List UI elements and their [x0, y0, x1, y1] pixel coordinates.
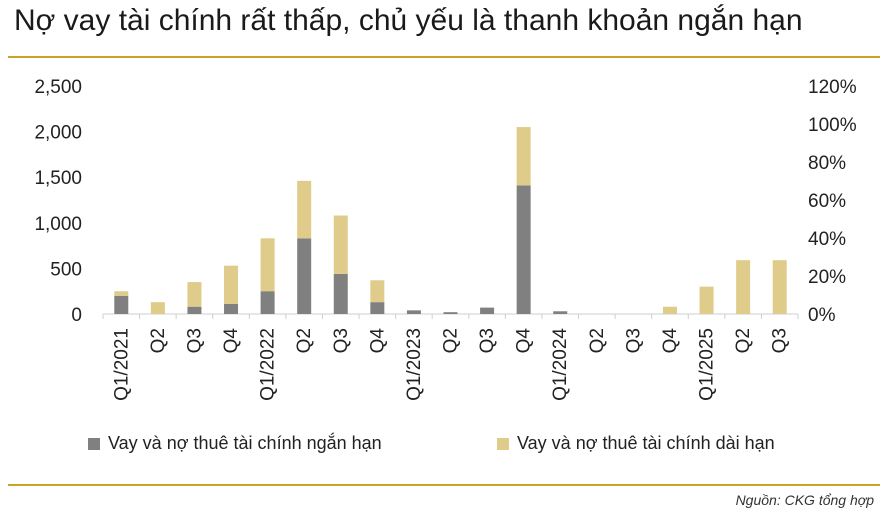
y-right-tick-label: 40%	[808, 229, 846, 250]
x-tick-label: Q3	[184, 328, 205, 353]
x-tick-label: Q2	[733, 328, 754, 353]
y-right-tick-label: 60%	[808, 191, 846, 212]
bar-long-term	[370, 280, 385, 303]
legend-swatch-short-term	[88, 437, 100, 450]
y-right-tick-label: 20%	[808, 267, 846, 288]
legend-swatch-long-term	[497, 437, 509, 450]
legend-label-short-term: Vay và nợ thuê tài chính ngắn hạn	[108, 433, 382, 453]
x-tick-label: Q3	[477, 328, 498, 353]
bar-short-term	[260, 291, 275, 314]
bar-short-term	[406, 310, 421, 314]
bar-short-term	[480, 307, 495, 314]
bar-short-term	[370, 302, 385, 314]
bar-long-term	[699, 286, 714, 314]
x-tick-label: Q2	[148, 328, 169, 353]
y-right-tick-label: 0%	[808, 305, 836, 326]
bar-short-term	[114, 295, 129, 314]
bar-short-term	[224, 303, 239, 314]
bar-long-term	[736, 260, 751, 314]
y-right-tick-label: 100%	[808, 115, 857, 136]
bar-long-term	[662, 306, 677, 314]
x-tick-label: Q4	[514, 328, 535, 354]
x-tick-label: Q3	[770, 328, 791, 353]
y-left-tick-label: 2,000	[34, 123, 82, 144]
x-tick-label: Q1/2025	[697, 328, 718, 401]
bar-short-term	[187, 306, 202, 314]
bar-long-term	[772, 260, 787, 314]
legend-item-short-term: Vay và nợ thuê tài chính ngắn hạn	[88, 433, 382, 454]
bar-long-term	[150, 302, 165, 314]
bar-long-term	[187, 282, 202, 307]
bar-short-term	[333, 273, 348, 314]
legend-label-long-term: Vay và nợ thuê tài chính dài hạn	[517, 433, 775, 453]
bar-short-term	[516, 185, 531, 314]
y-left-tick-label: 1,000	[34, 214, 82, 235]
bar-long-term	[516, 127, 531, 186]
bar-long-term	[333, 215, 348, 274]
x-tick-label: Q1/2023	[404, 328, 425, 401]
y-left-tick-label: 0	[71, 305, 82, 326]
y-right-tick-label: 80%	[808, 153, 846, 174]
source-note: Nguồn: CKG tổng hợp	[735, 492, 874, 508]
y-right-tick-label: 120%	[808, 77, 857, 98]
y-left-tick-label: 500	[50, 259, 82, 280]
y-left-tick-label: 1,500	[34, 168, 82, 189]
bar-long-term	[224, 265, 239, 304]
x-tick-label: Q4	[367, 328, 388, 354]
y-left-tick-label: 2,500	[34, 77, 82, 98]
x-tick-label: Q4	[221, 328, 242, 354]
x-tick-label: Q1/2022	[258, 328, 279, 401]
bar-long-term	[260, 238, 275, 292]
x-tick-label: Q2	[587, 328, 608, 353]
x-tick-label: Q2	[441, 328, 462, 353]
footer-rule	[8, 484, 880, 486]
legend-item-long-term: Vay và nợ thuê tài chính dài hạn	[497, 433, 775, 454]
x-tick-label: Q2	[294, 328, 315, 353]
bar-short-term	[297, 238, 312, 314]
x-tick-label: Q3	[331, 328, 352, 353]
x-tick-label: Q3	[623, 328, 644, 353]
x-tick-label: Q1/2021	[111, 328, 132, 401]
chart-title: Nợ vay tài chính rất thấp, chủ yếu là th…	[14, 4, 803, 37]
bar-long-term	[297, 180, 312, 239]
x-tick-label: Q4	[660, 328, 681, 354]
bar-short-term	[443, 312, 458, 314]
stacked-bar-chart: 0 500 1,000 1,500 2,000 2,500 0% 20% 40% 60% 80% 10…	[34, 77, 857, 401]
title-underline	[8, 56, 880, 58]
bar-long-term	[114, 291, 129, 296]
bar-short-term	[553, 311, 568, 314]
x-tick-label: Q1/2024	[550, 328, 571, 401]
legend: Vay và nợ thuê tài chính ngắn hạn Vay và…	[0, 433, 888, 459]
